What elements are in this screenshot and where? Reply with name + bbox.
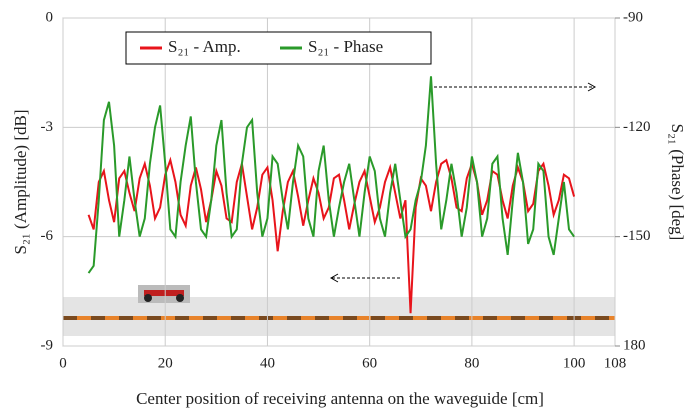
y2-tick-label: -150 [623, 228, 651, 244]
y-tick-label: -9 [41, 337, 54, 353]
car-icon [138, 285, 190, 303]
x-tick-label: 60 [362, 355, 377, 371]
y2-tick-label: -90 [623, 9, 643, 25]
x-tick-label: 40 [260, 355, 275, 371]
x-tick-label: 108 [604, 355, 627, 371]
legend-label: S₂₁ - Amp. [168, 37, 241, 56]
y-tick-label: -3 [41, 119, 54, 135]
x-tick-label: 80 [464, 355, 479, 371]
legend-label: S₂₁ - Phase [308, 37, 383, 56]
y-tick-label: 0 [46, 9, 54, 25]
y2-tick-label: -120 [623, 119, 651, 135]
arrow-head [329, 273, 339, 283]
arrow-head [587, 82, 597, 92]
y2-tick-label: 180 [623, 337, 646, 353]
series-line [87, 76, 575, 274]
y-axis-label: S₂₁ (Amplitude) [dB] [11, 109, 30, 254]
x-tick-label: 100 [563, 355, 586, 371]
y-tick-label: -6 [41, 228, 54, 244]
x-axis-label: Center position of receiving antenna on … [136, 389, 544, 408]
series-line [87, 156, 576, 314]
x-tick-label: 0 [59, 355, 67, 371]
legend [125, 31, 432, 65]
y2-axis-label: S₂₁ (Phase) [deg] [668, 124, 687, 241]
x-tick-label: 20 [158, 355, 173, 371]
